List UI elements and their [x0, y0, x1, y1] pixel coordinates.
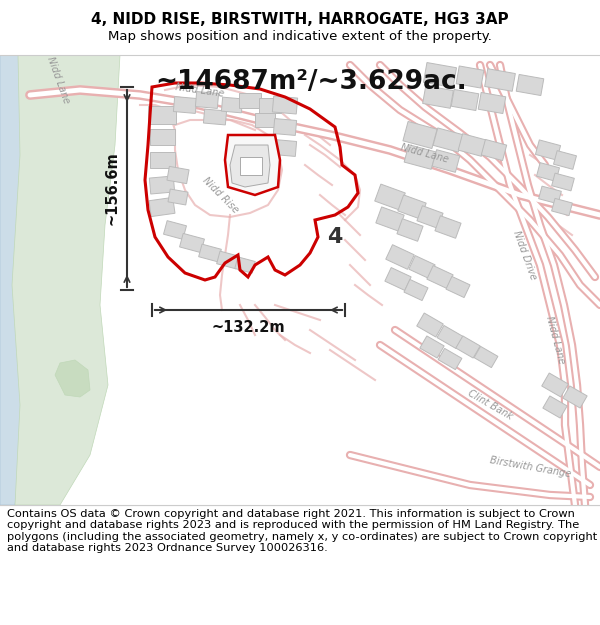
- Bar: [164, 221, 187, 239]
- Bar: [254, 135, 275, 151]
- Bar: [149, 198, 175, 217]
- Bar: [259, 98, 281, 112]
- Bar: [456, 336, 480, 358]
- Bar: [148, 106, 176, 124]
- Bar: [375, 184, 405, 210]
- Bar: [199, 244, 221, 262]
- Bar: [458, 134, 486, 156]
- Bar: [149, 129, 175, 145]
- Bar: [478, 92, 506, 114]
- Bar: [386, 244, 414, 269]
- Bar: [433, 128, 463, 152]
- Text: ~14687m²/~3.629ac.: ~14687m²/~3.629ac.: [155, 69, 467, 95]
- Bar: [235, 257, 255, 273]
- Bar: [446, 276, 470, 298]
- Bar: [217, 251, 239, 269]
- Bar: [168, 189, 188, 205]
- Bar: [427, 266, 453, 289]
- Bar: [554, 151, 577, 169]
- Bar: [173, 97, 197, 113]
- Bar: [551, 173, 574, 191]
- Bar: [149, 176, 175, 194]
- Text: Nidd Lane: Nidd Lane: [45, 55, 71, 105]
- Bar: [403, 121, 437, 149]
- Text: ~156.6m: ~156.6m: [104, 152, 119, 226]
- Bar: [196, 92, 218, 108]
- Bar: [398, 195, 426, 219]
- Text: ~132.2m: ~132.2m: [212, 320, 286, 335]
- Bar: [422, 86, 454, 108]
- Polygon shape: [0, 55, 28, 505]
- Text: Nidd Lane: Nidd Lane: [400, 142, 450, 164]
- Bar: [435, 216, 461, 238]
- Text: Contains OS data © Crown copyright and database right 2021. This information is : Contains OS data © Crown copyright and d…: [7, 509, 598, 553]
- Bar: [274, 119, 296, 136]
- Bar: [451, 89, 479, 111]
- Text: Clint Bank: Clint Bank: [466, 388, 514, 422]
- Bar: [376, 207, 404, 231]
- Bar: [240, 157, 262, 175]
- Text: Birstwith Grange: Birstwith Grange: [488, 455, 571, 479]
- Bar: [551, 198, 572, 216]
- Text: Nidd Lane: Nidd Lane: [544, 315, 566, 365]
- Bar: [539, 186, 562, 204]
- Bar: [404, 144, 436, 169]
- Bar: [516, 74, 544, 96]
- Bar: [274, 139, 296, 156]
- Bar: [424, 62, 457, 88]
- Polygon shape: [55, 360, 90, 397]
- Bar: [255, 113, 275, 127]
- Bar: [409, 256, 435, 279]
- Bar: [397, 219, 423, 241]
- Bar: [543, 396, 567, 418]
- Bar: [417, 313, 443, 337]
- Bar: [456, 66, 484, 88]
- Text: Nidd Drive: Nidd Drive: [511, 229, 539, 281]
- Bar: [563, 386, 587, 408]
- Bar: [420, 336, 444, 358]
- Bar: [485, 69, 515, 91]
- Bar: [481, 139, 506, 161]
- Text: Map shows position and indicative extent of the property.: Map shows position and indicative extent…: [108, 30, 492, 43]
- Polygon shape: [12, 55, 120, 505]
- Bar: [536, 162, 559, 181]
- Polygon shape: [230, 145, 270, 187]
- Bar: [542, 373, 568, 397]
- Text: Nidd Lane: Nidd Lane: [175, 82, 225, 98]
- Bar: [385, 268, 411, 291]
- Bar: [149, 152, 175, 168]
- Bar: [167, 166, 189, 184]
- Bar: [432, 149, 460, 173]
- Bar: [179, 233, 205, 253]
- Bar: [437, 326, 463, 349]
- Bar: [438, 348, 462, 369]
- Bar: [272, 96, 298, 114]
- Bar: [203, 109, 227, 125]
- Bar: [417, 206, 443, 228]
- Text: Nidd Rise: Nidd Rise: [200, 175, 240, 215]
- Polygon shape: [225, 135, 280, 195]
- Bar: [239, 92, 261, 108]
- Bar: [221, 97, 242, 113]
- Bar: [474, 346, 498, 368]
- Text: 4, NIDD RISE, BIRSTWITH, HARROGATE, HG3 3AP: 4, NIDD RISE, BIRSTWITH, HARROGATE, HG3 …: [91, 12, 509, 27]
- Text: 4: 4: [328, 227, 343, 247]
- Bar: [404, 279, 428, 301]
- Bar: [535, 140, 560, 160]
